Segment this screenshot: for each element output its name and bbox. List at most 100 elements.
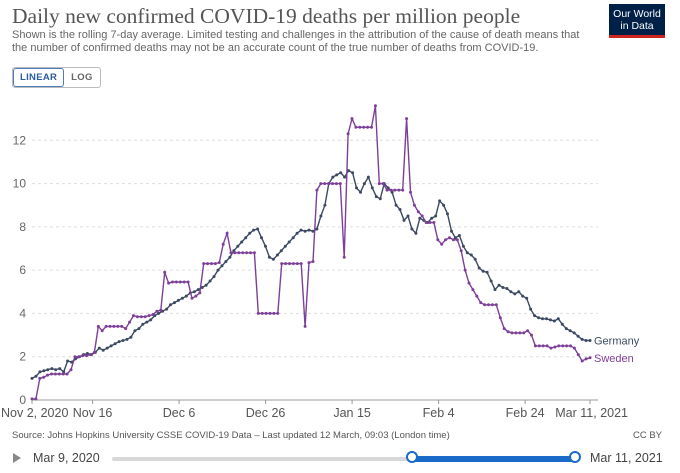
data-point-sweden	[237, 251, 241, 255]
source-note[interactable]: Source: Johns Hopkins University CSSE CO…	[12, 430, 450, 441]
data-point-sweden	[178, 280, 182, 284]
data-point-germany	[541, 317, 544, 321]
data-point-sweden	[331, 182, 334, 186]
data-point-germany	[505, 287, 509, 290]
license-link[interactable]: CC BY	[632, 430, 662, 441]
data-point-sweden	[124, 327, 128, 331]
data-point-sweden	[459, 249, 463, 253]
data-point-sweden	[428, 221, 432, 224]
timeline-start-handle[interactable]	[406, 451, 418, 463]
data-point-germany	[66, 359, 70, 363]
data-point-sweden	[108, 324, 112, 328]
data-point-germany	[30, 376, 34, 380]
data-point-sweden	[471, 288, 475, 292]
data-point-germany	[196, 288, 200, 292]
data-point-germany	[125, 337, 129, 341]
data-point-sweden	[198, 291, 202, 295]
data-point-germany	[173, 301, 176, 305]
data-point-sweden	[132, 314, 135, 318]
data-point-germany	[548, 318, 552, 322]
data-point-germany	[545, 317, 548, 321]
data-point-sweden	[483, 303, 487, 307]
data-point-germany	[489, 279, 493, 283]
data-point-germany	[236, 244, 240, 248]
data-point-germany	[442, 203, 446, 207]
data-point-sweden	[354, 125, 358, 129]
linear-scale-button[interactable]: LINEAR	[13, 68, 64, 87]
data-point-sweden	[397, 188, 401, 192]
data-point-germany	[552, 319, 556, 323]
data-point-germany	[477, 266, 481, 270]
data-point-germany	[109, 344, 113, 348]
data-point-sweden	[65, 372, 69, 376]
data-point-sweden	[245, 251, 249, 255]
data-point-germany	[351, 171, 355, 175]
data-point-germany	[414, 231, 418, 235]
data-point-sweden	[38, 376, 42, 380]
log-scale-button[interactable]: LOG	[71, 72, 93, 83]
data-point-germany	[113, 342, 117, 346]
data-point-sweden	[385, 188, 389, 192]
data-point-germany	[402, 218, 406, 222]
data-point-sweden	[432, 221, 436, 224]
data-point-sweden	[120, 324, 124, 328]
data-point-germany	[121, 339, 125, 342]
data-point-germany	[556, 317, 560, 321]
data-point-germany	[378, 197, 382, 201]
data-point-germany	[517, 290, 521, 294]
data-point-germany	[133, 329, 137, 333]
data-point-germany	[256, 227, 260, 231]
owid-logo[interactable]: Our World in Data	[609, 4, 665, 38]
data-point-germany	[560, 322, 564, 326]
data-point-sweden	[77, 355, 81, 359]
data-point-germany	[493, 288, 497, 292]
data-point-germany	[418, 216, 422, 220]
data-point-germany	[50, 367, 54, 371]
data-point-germany	[469, 253, 473, 257]
data-point-sweden	[514, 331, 518, 335]
data-point-sweden	[584, 357, 588, 361]
timeline-end-handle[interactable]	[569, 451, 581, 463]
data-point-sweden	[249, 251, 252, 255]
timeline-end-label: Mar 11, 2021	[590, 451, 663, 465]
y-tick-label: 6	[19, 263, 26, 277]
data-point-sweden	[264, 311, 268, 315]
data-point-germany	[267, 255, 271, 259]
chart-title: Daily new confirmed COVID-19 deaths per …	[12, 4, 521, 28]
data-point-germany	[283, 244, 287, 248]
data-point-sweden	[518, 331, 522, 335]
data-point-sweden	[557, 344, 561, 348]
data-point-sweden	[163, 270, 167, 274]
data-point-germany	[287, 240, 291, 244]
data-point-sweden	[506, 330, 510, 334]
data-point-germany	[149, 318, 153, 322]
data-point-sweden	[362, 125, 366, 129]
data-point-sweden	[475, 294, 479, 298]
x-tick-label: Dec 26	[246, 406, 286, 420]
data-point-germany	[568, 329, 572, 333]
y-tick-label: 8	[19, 220, 26, 234]
data-point-sweden	[416, 210, 420, 214]
data-point-germany	[588, 339, 592, 342]
data-point-germany	[145, 320, 149, 324]
data-point-germany	[105, 346, 109, 350]
play-icon[interactable]	[13, 453, 21, 463]
data-point-germany	[584, 339, 588, 342]
data-point-sweden	[565, 344, 569, 348]
data-point-germany	[374, 195, 378, 199]
x-tick-label: Jan 15	[333, 406, 371, 420]
data-point-germany	[398, 208, 402, 211]
data-point-sweden	[69, 368, 73, 372]
data-point-sweden	[213, 262, 217, 266]
x-tick-label: Mar 11, 2021	[555, 406, 628, 420]
data-point-sweden	[112, 324, 116, 328]
data-point-sweden	[194, 294, 198, 298]
data-point-germany	[501, 286, 505, 289]
data-point-sweden	[334, 182, 338, 186]
data-point-germany	[260, 236, 263, 240]
data-point-germany	[359, 190, 362, 194]
data-point-germany	[370, 186, 374, 190]
data-point-sweden	[370, 125, 373, 129]
data-point-germany	[430, 216, 434, 220]
timeline-track[interactable]	[112, 457, 576, 461]
